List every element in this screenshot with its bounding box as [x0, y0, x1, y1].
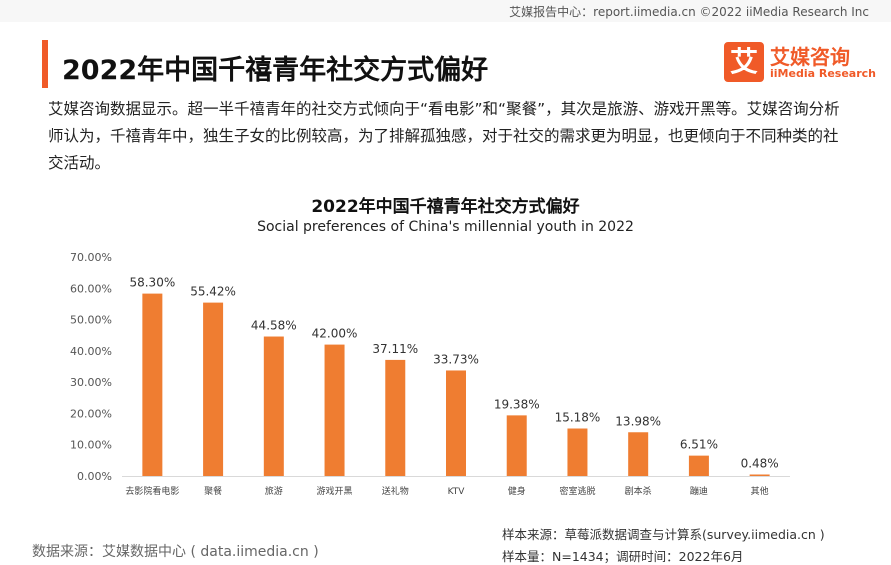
- logo-name-en: iiMedia Research: [770, 67, 876, 80]
- data-source: 数据来源：艾媒数据中心 ( data.iimedia.cn ): [32, 544, 319, 560]
- data-label: 6.51%: [680, 438, 718, 452]
- x-tick-label: 其他: [751, 485, 769, 497]
- bar: [203, 302, 224, 476]
- x-tick-label: 聚餐: [204, 485, 222, 497]
- data-label: 0.48%: [741, 456, 779, 470]
- x-tick-label: 密室逃脱: [559, 485, 595, 497]
- summary-text: 艾媒咨询数据显示。超一半千禧青年的社交方式倾向于“看电影”和“聚餐”，其次是旅游…: [48, 100, 840, 172]
- bar: [506, 415, 527, 476]
- x-tick-label: 健身: [508, 485, 526, 497]
- y-tick-label: 50.00%: [70, 314, 112, 327]
- x-tick-label: 送礼物: [382, 485, 409, 497]
- y-tick-label: 60.00%: [70, 282, 112, 295]
- x-tick-label: 去影院看电影: [125, 485, 179, 497]
- bar: [385, 359, 406, 476]
- data-label: 58.30%: [129, 276, 175, 290]
- y-tick-label: 40.00%: [70, 345, 112, 358]
- top-bar: 艾媒报告中心：report.iimedia.cn ©2022 iiMedia R…: [0, 0, 891, 22]
- x-tick-label: KTV: [448, 487, 466, 497]
- title-accent-bar: [42, 40, 48, 88]
- page-title: 2022年中国千禧青年社交方式偏好: [62, 55, 489, 86]
- chart-subtitle: Social preferences of China's millennial…: [257, 219, 634, 235]
- logo-mark: 艾: [724, 42, 764, 82]
- data-label: 42.00%: [312, 327, 358, 341]
- x-tick-label: 游戏开黑: [317, 485, 353, 497]
- chart-title: 2022年中国千禧青年社交方式偏好: [311, 197, 580, 217]
- x-tick-label: 蹦迪: [690, 485, 708, 497]
- y-tick-label: 30.00%: [70, 376, 112, 389]
- sample-source: 样本来源：草莓派数据调查与计算系(survey.iimedia.cn ): [502, 527, 825, 542]
- logo-name-cn: 艾媒咨询: [770, 45, 850, 69]
- y-tick-label: 0.00%: [77, 470, 112, 483]
- data-label: 44.58%: [251, 319, 297, 333]
- bar: [263, 336, 284, 476]
- data-label: 13.98%: [615, 414, 661, 428]
- y-tick-label: 70.00%: [70, 251, 112, 264]
- bar: [446, 370, 466, 476]
- bar: [749, 474, 770, 476]
- data-label: 15.18%: [555, 411, 601, 425]
- top-bar-source: 艾媒报告中心：report.iimedia.cn ©2022 iiMedia R…: [509, 5, 869, 19]
- bar: [567, 428, 588, 476]
- data-label: 33.73%: [433, 352, 479, 366]
- data-label: 19.38%: [494, 397, 540, 411]
- bar-chart: 0.00% 10.00% 20.00% 30.00% 40.00% 50.00% 60.00…: [70, 251, 790, 497]
- sample-size: 样本量：N=1434；调研时间：2022年6月: [502, 549, 744, 564]
- bar: [688, 455, 709, 476]
- bar: [142, 293, 163, 476]
- brand-logo: 艾 艾媒咨询 iiMedia Research: [724, 42, 876, 84]
- x-tick-label: 剧本杀: [625, 485, 652, 497]
- y-tick-label: 10.00%: [70, 439, 112, 452]
- bar: [324, 344, 345, 476]
- bar: [628, 432, 649, 476]
- y-tick-label: 20.00%: [70, 407, 112, 420]
- data-label: 55.42%: [190, 285, 236, 299]
- x-tick-label: 旅游: [265, 485, 283, 497]
- data-label: 37.11%: [372, 342, 418, 356]
